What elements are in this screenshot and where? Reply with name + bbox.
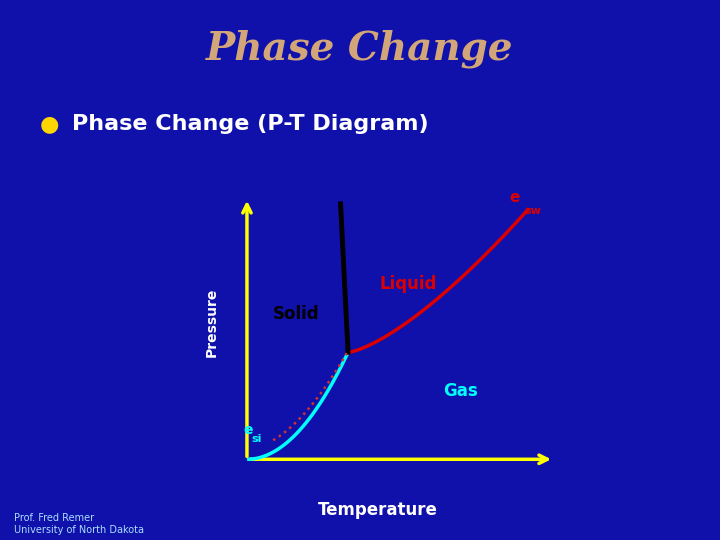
- Text: Phase Change (P-T Diagram): Phase Change (P-T Diagram): [72, 114, 428, 134]
- Text: Liquid: Liquid: [379, 275, 436, 293]
- Text: e: e: [509, 190, 519, 205]
- Text: e: e: [243, 423, 253, 437]
- Text: Pressure: Pressure: [204, 288, 218, 357]
- Text: Gas: Gas: [443, 382, 478, 400]
- Text: si: si: [251, 434, 262, 444]
- Text: ●: ●: [40, 114, 59, 134]
- Text: Solid: Solid: [272, 305, 319, 323]
- Text: Prof. Fred Remer
University of North Dakota: Prof. Fred Remer University of North Dak…: [14, 513, 145, 535]
- Text: Temperature: Temperature: [318, 501, 438, 519]
- Text: Phase Change: Phase Change: [206, 29, 514, 68]
- Text: sw: sw: [524, 206, 541, 215]
